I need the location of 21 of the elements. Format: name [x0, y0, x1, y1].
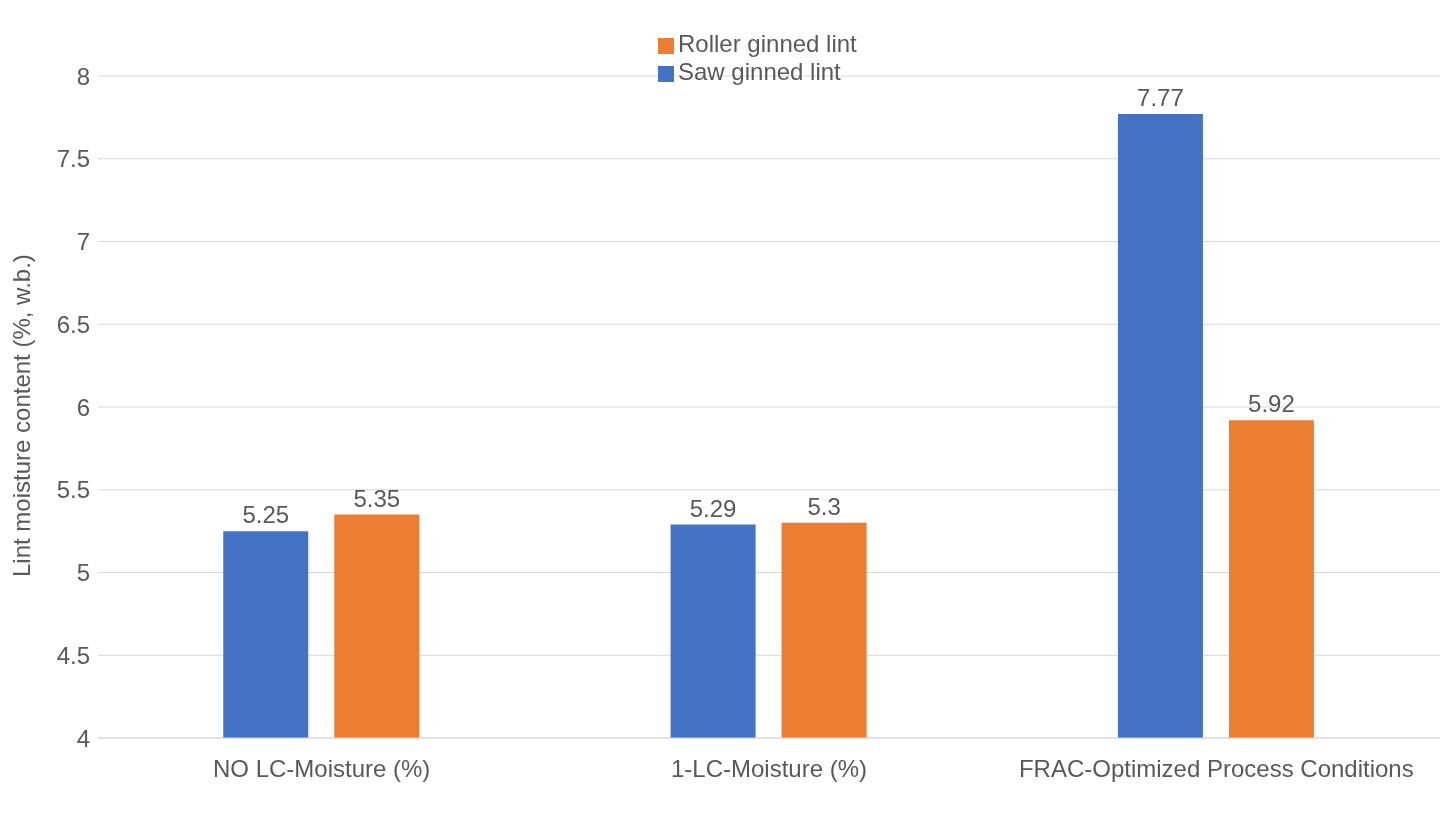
y-tick-label: 8 — [76, 62, 90, 90]
legend-label: Saw ginned lint — [678, 58, 841, 85]
x-tick-label: 1-LC-Moisture (%) — [670, 755, 868, 783]
y-tick-label: 5.5 — [56, 476, 90, 504]
y-tick-label: 6.5 — [56, 310, 90, 338]
y-tick-label: 4 — [76, 724, 90, 752]
y-tick-label: 6 — [76, 393, 90, 421]
data-label: 7.77 — [1137, 84, 1184, 112]
y-tick-label: 7.5 — [56, 145, 90, 173]
data-label: 5.35 — [353, 484, 401, 512]
data-label: 5.29 — [689, 494, 737, 522]
y-tick-label: 4.5 — [56, 641, 90, 669]
y-tick-label: 7 — [76, 228, 90, 256]
data-label: 5.92 — [1248, 390, 1295, 418]
x-tick-label: FRAC-Optimized Process Conditions — [1018, 755, 1414, 783]
data-label: 5.25 — [242, 501, 290, 529]
y-tick-label: 5 — [76, 559, 90, 587]
x-tick-label: NO LC-Moisture (%) — [212, 755, 431, 783]
legend-label: Roller ginned lint — [678, 30, 857, 57]
data-label: 5.3 — [807, 492, 841, 520]
y-axis-title: Lint moisture content (%, w.b.) — [7, 254, 35, 577]
